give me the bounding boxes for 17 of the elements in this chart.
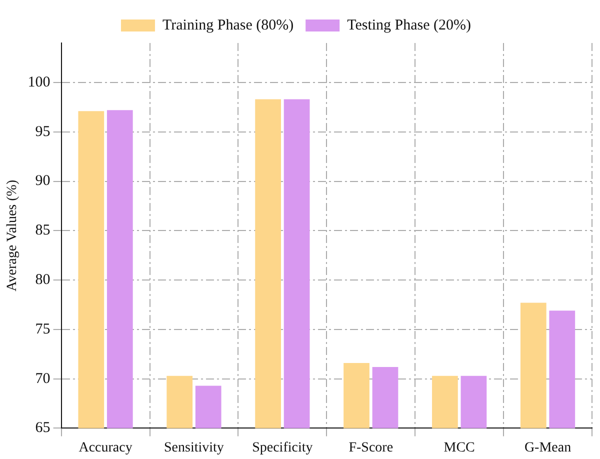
y-tick-label: 95 xyxy=(35,124,50,140)
x-tick-label: F-Score xyxy=(348,440,394,456)
y-tick-label: 85 xyxy=(35,222,50,239)
y-tick-label: 80 xyxy=(35,272,50,288)
y-tick-label: 75 xyxy=(35,321,50,338)
x-tick-label: Accuracy xyxy=(78,440,132,456)
y-tick-label: 65 xyxy=(35,420,50,436)
legend-label: Training Phase (80%) xyxy=(162,17,294,34)
y-tick-label: 100 xyxy=(28,74,50,90)
x-tick-label: MCC xyxy=(444,440,475,456)
x-tick-label: G-Mean xyxy=(524,440,572,456)
x-tick-label: Specificity xyxy=(252,440,313,456)
x-tick-label: Sensitivity xyxy=(164,440,224,456)
y-axis-title: Average Values (%) xyxy=(5,180,20,292)
legend-label: Testing Phase (20%) xyxy=(347,17,472,34)
y-tick-label: 70 xyxy=(35,370,50,387)
y-tick-label: 90 xyxy=(35,173,50,190)
